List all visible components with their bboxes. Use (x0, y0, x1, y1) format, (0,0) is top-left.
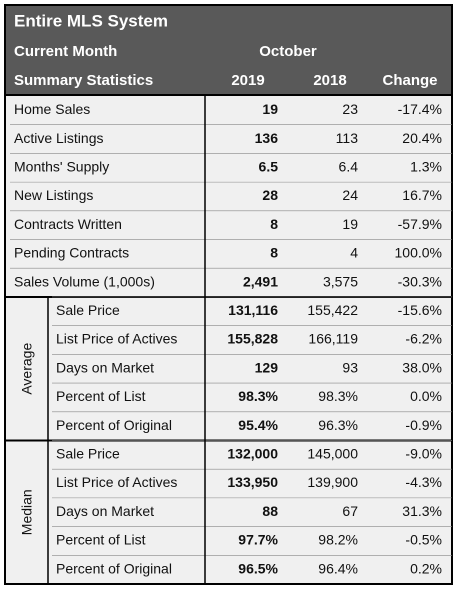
value-2019: 131,116 (228, 302, 278, 318)
value-2018: 113 (336, 130, 359, 146)
row-label: List Price of Actives (56, 474, 177, 490)
row-label: Sale Price (56, 302, 120, 318)
value-2019: 88 (262, 503, 278, 519)
change: -17.4% (398, 101, 442, 117)
title: Entire MLS System (14, 11, 168, 30)
value-2019: 155,828 (227, 331, 278, 347)
value-2018: 145,000 (307, 446, 358, 462)
current-month-label: Current Month (14, 43, 117, 60)
value-2018: 19 (342, 216, 358, 232)
value-2018: 67 (342, 503, 358, 519)
value-2019: 133,950 (227, 474, 278, 490)
value-2018: 23 (342, 101, 358, 117)
value-2019: 129 (255, 359, 279, 375)
value-2018: 98.2% (318, 532, 358, 548)
row-label: Months' Supply (14, 158, 109, 174)
change: -4.3% (405, 474, 442, 490)
row-label: Percent of Original (56, 560, 172, 576)
value-2019: 8 (270, 216, 278, 232)
header-band (6, 6, 451, 95)
value-2018: 139,900 (307, 474, 358, 490)
value-2019: 136 (255, 130, 279, 146)
change: 1.3% (410, 158, 442, 174)
column-header: 2018 (313, 72, 346, 89)
summary-label: Summary Statistics (14, 72, 153, 89)
value-2019: 98.3% (238, 388, 278, 404)
change: 20.4% (402, 130, 442, 146)
value-2019: 8 (270, 245, 278, 261)
value-2019: 95.4% (238, 417, 278, 433)
value-2018: 96.4% (318, 560, 358, 576)
column-header: 2019 (231, 72, 264, 89)
change: 16.7% (402, 187, 442, 203)
value-2018: 93 (342, 359, 358, 375)
change: -15.6% (398, 302, 442, 318)
value-2018: 4 (350, 245, 358, 261)
change: -0.9% (405, 417, 442, 433)
value-2019: 96.5% (238, 560, 278, 576)
value-2019: 28 (262, 187, 278, 203)
change: 0.0% (410, 388, 442, 404)
value-2019: 6.5 (259, 158, 279, 174)
row-label: Home Sales (14, 101, 90, 117)
change: 100.0% (395, 245, 442, 261)
column-header: Change (382, 72, 437, 89)
row-label: Active Listings (14, 130, 103, 146)
row-label: Days on Market (56, 359, 154, 375)
change: -6.2% (405, 331, 442, 347)
row-label: Sales Volume (1,000s) (14, 273, 155, 289)
value-2018: 166,119 (308, 331, 358, 347)
row-label: Pending Contracts (14, 245, 129, 261)
change: -9.0% (405, 446, 442, 462)
value-2018: 98.3% (318, 388, 358, 404)
value-2018: 6.4 (339, 158, 359, 174)
value-2018: 155,422 (307, 302, 358, 318)
row-label: Contracts Written (14, 216, 122, 232)
value-2019: 19 (262, 101, 278, 117)
value-2019: 2,491 (243, 273, 278, 289)
change: 38.0% (402, 359, 442, 375)
row-label: Percent of List (56, 532, 146, 548)
value-2018: 24 (342, 187, 358, 203)
row-label: Percent of List (56, 388, 146, 404)
row-label: New Listings (14, 187, 93, 203)
change: -0.5% (405, 532, 442, 548)
change: -57.9% (398, 216, 442, 232)
table-frame (4, 4, 453, 585)
row-label: Sale Price (56, 446, 120, 462)
value-2018: 96.3% (318, 417, 358, 433)
change: -30.3% (398, 273, 442, 289)
value-2018: 3,575 (323, 273, 358, 289)
group-label: Median (19, 489, 35, 535)
row-label: List Price of Actives (56, 331, 177, 347)
month: October (259, 43, 317, 60)
group-label: Average (19, 343, 35, 395)
row-label: Percent of Original (56, 417, 172, 433)
change: 0.2% (410, 560, 442, 576)
value-2019: 97.7% (238, 532, 278, 548)
change: 31.3% (402, 503, 442, 519)
row-label: Days on Market (56, 503, 154, 519)
value-2019: 132,000 (227, 446, 278, 462)
